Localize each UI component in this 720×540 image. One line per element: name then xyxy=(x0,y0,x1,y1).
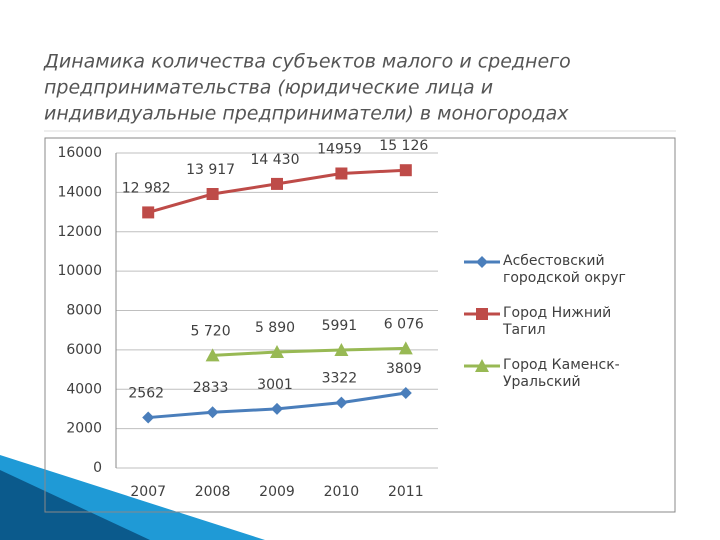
x-tick-label: 2007 xyxy=(130,484,166,500)
series-line xyxy=(212,346,406,357)
marker xyxy=(335,167,348,180)
x-tick-label: 2009 xyxy=(259,484,295,500)
marker xyxy=(475,359,489,372)
data-label: 5991 xyxy=(322,318,358,334)
y-tick-label: 6000 xyxy=(66,342,102,358)
x-tick-label: 2008 xyxy=(195,484,231,500)
y-tick-label: 12000 xyxy=(57,224,102,240)
data-label: 13 917 xyxy=(186,162,235,178)
x-tick-label: 2010 xyxy=(324,484,360,500)
y-tick-label: 4000 xyxy=(66,381,102,397)
marker xyxy=(399,164,412,177)
data-label: 3809 xyxy=(386,361,422,377)
marker xyxy=(206,188,219,201)
marker xyxy=(205,348,220,362)
data-label: 2833 xyxy=(193,380,229,396)
data-label: 14959 xyxy=(317,141,362,157)
x-tick-label: 2011 xyxy=(388,484,424,500)
chart-title: Динамика количества субъектов малого и с… xyxy=(43,51,571,73)
y-tick-label: 14000 xyxy=(57,184,102,200)
chart-title: предпринимательства (юридические лица и xyxy=(44,77,493,99)
marker xyxy=(270,345,284,359)
y-tick-label: 2000 xyxy=(66,421,102,437)
data-label: 6 076 xyxy=(384,316,424,332)
marker xyxy=(271,177,283,190)
marker xyxy=(142,206,155,219)
marker xyxy=(398,341,413,355)
data-label: 2562 xyxy=(128,386,164,402)
legend-label: Город Нижний Тагил xyxy=(503,305,612,338)
data-label: 15 126 xyxy=(379,138,428,154)
data-label: 14 430 xyxy=(251,152,300,168)
data-label: 5 890 xyxy=(255,320,295,336)
marker xyxy=(334,343,349,357)
data-label: 3322 xyxy=(322,371,358,387)
decor xyxy=(0,470,150,540)
marker xyxy=(206,406,219,419)
marker xyxy=(335,396,348,409)
legend-label: Город Каменск-Уральский xyxy=(503,357,620,390)
marker xyxy=(476,256,488,268)
marker xyxy=(142,411,155,424)
y-tick-label: 8000 xyxy=(66,303,102,319)
y-tick-label: 16000 xyxy=(57,145,102,161)
data-label: 5 720 xyxy=(191,323,231,339)
chart-title: индивидуальные предприниматели) в моного… xyxy=(44,103,569,125)
marker xyxy=(476,308,488,320)
chart-frame xyxy=(44,137,676,513)
y-tick-label: 10000 xyxy=(57,263,102,279)
data-label: 3001 xyxy=(257,377,293,393)
marker xyxy=(399,387,412,400)
legend-label: Асбестовский городской округ xyxy=(503,253,626,286)
data-label: 12 982 xyxy=(122,180,171,196)
y-tick-label: 0 xyxy=(93,460,102,476)
marker xyxy=(271,402,283,415)
